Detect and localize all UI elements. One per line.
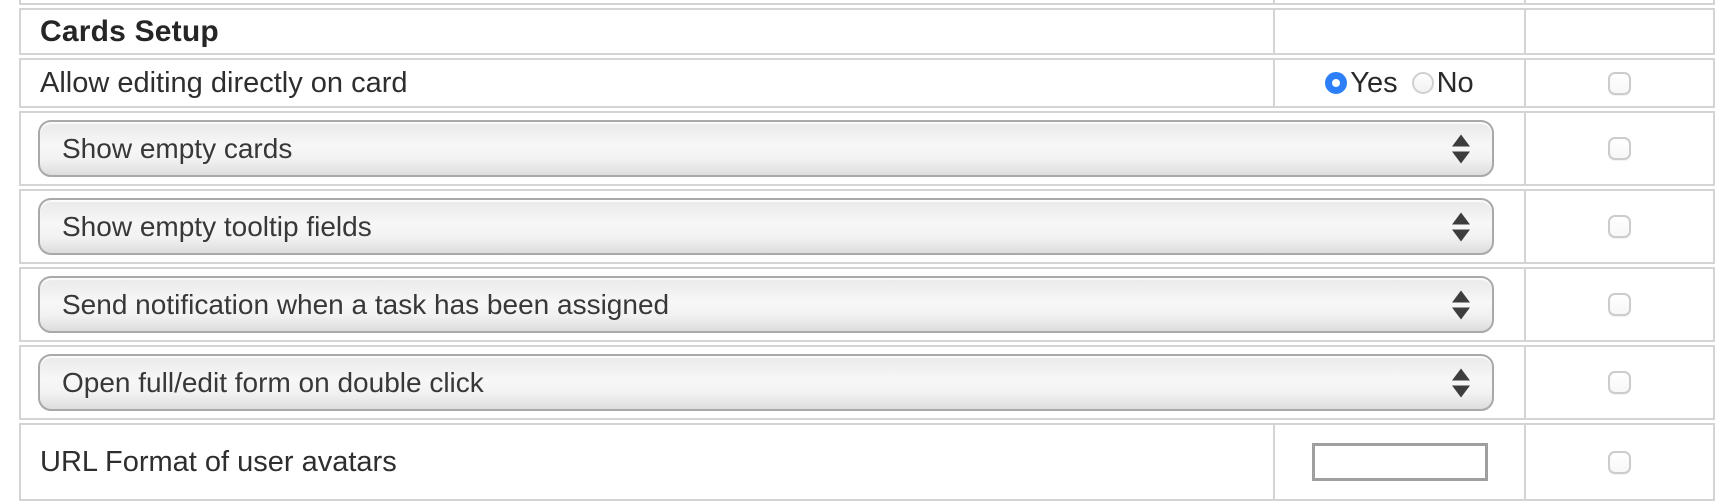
row-checkbox[interactable] [1608,137,1631,160]
open-full-edit-form-row: Open full/edit form on double click [19,345,1716,420]
arrow-down-icon [1452,151,1470,163]
send-notification-select[interactable]: Send notification when a task has been a… [38,276,1494,333]
input-cell [1275,423,1526,501]
previous-row-sliver [19,0,1716,5]
yes-no-radio-group: Yes No [1325,66,1474,100]
arrow-down-icon [1452,385,1470,397]
row-label: Allow editing directly on card [19,58,1275,108]
select-value: Show empty cards [62,132,293,164]
checkbox-cell [1526,58,1715,108]
cards-setup-settings-table: Cards Setup Allow editing directly on ca… [19,0,1716,504]
select-updown-arrows-icon [1452,368,1470,397]
select-cell: Send notification when a task has been a… [19,267,1526,342]
section-title: Cards Setup [19,8,1275,55]
select-updown-arrows-icon [1452,290,1470,319]
open-full-edit-form-select[interactable]: Open full/edit form on double click [38,354,1494,411]
show-empty-tooltip-fields-row: Show empty tooltip fields [19,189,1716,264]
arrow-up-icon [1452,290,1470,302]
radio-no[interactable] [1411,72,1434,94]
checkbox-cell [1526,267,1715,342]
arrow-up-icon [1452,212,1470,224]
sliver-cell [1275,0,1526,5]
section-header-row: Cards Setup [19,8,1716,55]
show-empty-cards-row: Show empty cards [19,111,1716,186]
show-empty-cards-select[interactable]: Show empty cards [38,120,1494,177]
sliver-cell [1526,0,1715,5]
checkbox-cell [1526,189,1715,264]
send-notification-row: Send notification when a task has been a… [19,267,1716,342]
row-checkbox[interactable] [1608,450,1631,474]
row-checkbox[interactable] [1608,293,1631,316]
checkbox-cell [1526,111,1715,186]
select-updown-arrows-icon [1452,134,1470,163]
radio-yes-label[interactable]: Yes [1350,66,1398,99]
select-cell: Show empty tooltip fields [19,189,1526,264]
show-empty-tooltip-fields-select[interactable]: Show empty tooltip fields [38,198,1494,255]
arrow-down-icon [1452,307,1470,319]
select-cell: Open full/edit form on double click [19,345,1526,420]
radio-no-label[interactable]: No [1436,66,1474,99]
arrow-down-icon [1452,229,1470,241]
row-checkbox[interactable] [1608,71,1631,95]
arrow-up-icon [1452,368,1470,380]
arrow-up-icon [1452,134,1470,146]
radio-cell: Yes No [1275,58,1526,108]
empty-cell [1275,8,1526,55]
select-cell: Show empty cards [19,111,1526,186]
checkbox-cell [1526,345,1715,420]
sliver-cell [19,0,1275,5]
radio-yes[interactable] [1325,72,1348,94]
url-format-row: URL Format of user avatars [19,423,1716,501]
select-updown-arrows-icon [1452,212,1470,241]
checkbox-cell [1526,423,1715,501]
empty-cell [1526,8,1715,55]
allow-editing-row: Allow editing directly on card Yes No [19,58,1716,108]
select-value: Show empty tooltip fields [62,210,372,242]
avatar-url-input[interactable] [1311,443,1488,481]
select-value: Open full/edit form on double click [62,366,484,398]
select-value: Send notification when a task has been a… [62,288,670,320]
row-checkbox[interactable] [1608,371,1631,394]
row-checkbox[interactable] [1608,215,1631,238]
row-label: URL Format of user avatars [19,423,1275,501]
